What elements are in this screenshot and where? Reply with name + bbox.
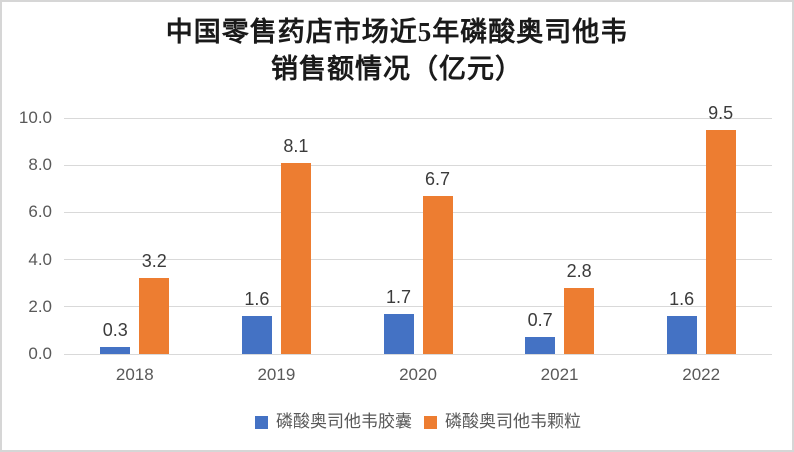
y-axis-tick-label: 8.0 [28,155,52,175]
legend: 磷酸奥司他韦胶囊 磷酸奥司他韦颗粒 [64,411,772,433]
y-axis-tick-label: 6.0 [28,202,52,222]
gridline [64,306,772,308]
legend-label: 磷酸奥司他韦胶囊 [276,412,412,431]
x-axis-tick-label: 2021 [540,365,579,384]
data-label: 6.7 [424,168,451,189]
y-axis-tick-label: 10.0 [18,108,52,127]
gridline [64,259,772,261]
legend-swatch-icon [255,415,268,429]
data-label: 1.6 [669,289,695,310]
bar-granule-2018 [139,278,170,354]
bar-capsule-2021 [525,337,556,354]
x-axis-line [64,353,772,355]
x-axis-tick-label: 2019 [257,365,296,384]
y-axis: 0.0 2.0 4.0 6.0 8.0 10.0 [10,108,52,363]
data-label: 3.2 [141,251,167,272]
data-label: 1.7 [385,286,412,307]
y-axis-tick-label: 4.0 [28,249,52,269]
data-label: 9.5 [708,102,734,123]
data-label: 1.6 [244,289,270,310]
bar-capsule-2022 [666,316,697,354]
gridline [64,117,772,119]
bar-capsule-2019 [241,316,272,354]
bar-granule-2021 [564,287,595,354]
chart-title: 中国零售药店市场近5年磷酸奥司他韦 销售额情况（亿元） [2,14,792,88]
bar-granule-2019 [280,162,311,354]
plot-area: 0.3 1.6 1.7 0.7 1.6 3.2 8.1 6.7 2.8 9.5 [64,103,772,355]
legend-item-granule: 磷酸奥司他韦颗粒 [424,412,581,432]
data-label: 0.7 [527,310,553,331]
x-axis-tick-label: 2020 [399,365,437,384]
bar-granule-2020 [422,195,453,354]
x-axis: 2018 2019 2020 2021 2022 [64,365,772,385]
x-axis-tick-label: 2018 [115,365,154,384]
data-label: 2.8 [566,260,592,281]
y-axis-tick-label: 0.0 [28,344,52,363]
x-axis-tick-label: 2022 [682,365,721,384]
chart-title-line1: 中国零售药店市场近5年磷酸奥司他韦 [165,17,629,47]
gridline [64,164,772,166]
data-label: 0.3 [102,319,128,340]
bar-granule-2022 [705,129,736,354]
y-axis-tick-label: 2.0 [28,296,52,316]
legend-swatch-icon [424,415,437,429]
chart-title-line2: 销售额情况（亿元） [271,54,523,84]
data-label: 8.1 [283,135,309,156]
legend-item-capsule: 磷酸奥司他韦胶囊 [255,412,412,432]
bar-capsule-2018 [100,346,131,354]
bar-capsule-2020 [383,313,414,354]
gridline [64,211,772,213]
legend-label: 磷酸奥司他韦颗粒 [445,412,581,431]
